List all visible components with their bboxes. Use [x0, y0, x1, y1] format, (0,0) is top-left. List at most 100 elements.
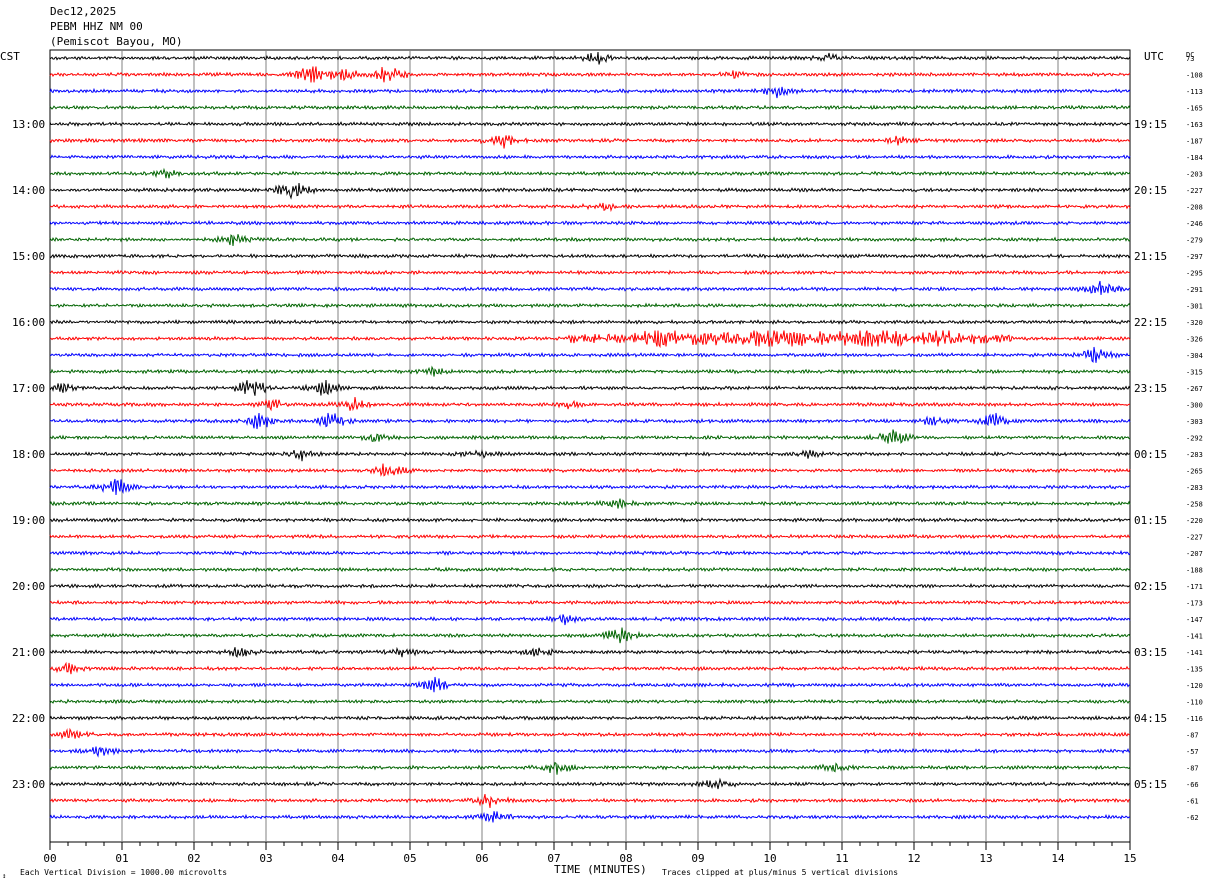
trace-30 [49, 533, 1131, 540]
trace-3 [49, 86, 1131, 99]
dc-offset-label: -227 [1186, 187, 1203, 195]
dc-offset-label: -203 [1186, 171, 1203, 179]
dc-offset-label: -171 [1186, 583, 1203, 591]
right-hour-label: 23:15 [1134, 382, 1167, 395]
dc-offset-label: -297 [1186, 253, 1203, 261]
dc-offset-label: -187 [1186, 138, 1203, 146]
dc-offset-label: -110 [1186, 699, 1203, 707]
trace-43 [49, 746, 1131, 758]
x-tick-label: 02 [187, 852, 200, 865]
x-tick-label: 01 [115, 852, 128, 865]
dc-label: DC [1186, 51, 1194, 59]
trace-32 [49, 566, 1131, 573]
dc-offset-label: -300 [1186, 402, 1203, 410]
left-hour-label: 14:00 [12, 184, 45, 197]
x-tick-label: 09 [691, 852, 704, 865]
dc-offset-label: -108 [1186, 72, 1203, 80]
x-tick-label: 03 [259, 852, 272, 865]
x-tick-label: 13 [979, 852, 992, 865]
trace-16 [49, 302, 1131, 309]
trace-28 [49, 498, 1131, 510]
x-axis: 00 01 02 03 04 05 06 07 08 09 10 11 12 13 14 15 [43, 842, 1137, 865]
left-hour-label: 13:00 [12, 118, 45, 131]
trace-4 [49, 104, 1131, 111]
trace-2 [49, 66, 1131, 83]
dc-offset-label: -120 [1186, 682, 1203, 690]
x-axis-label: TIME (MINUTES) [554, 863, 647, 876]
trace-42 [49, 727, 1131, 740]
dc-offset-label: -135 [1186, 666, 1203, 674]
header-date: Dec12,2025 [50, 5, 116, 18]
trace-10 [49, 202, 1131, 213]
trace-5 [49, 120, 1131, 127]
dc-offset-label: -283 [1186, 451, 1203, 459]
trace-45 [49, 777, 1131, 790]
dc-offset-label: -147 [1186, 616, 1203, 624]
right-hour-label: 20:15 [1134, 184, 1167, 197]
trace-38 [49, 661, 1131, 675]
dc-offset-label: -207 [1186, 550, 1203, 558]
trace-group [49, 52, 1131, 823]
trace-19 [49, 346, 1131, 363]
trace-21 [49, 379, 1131, 396]
trace-1 [49, 52, 1131, 65]
dc-offset-label: -163 [1186, 121, 1203, 129]
trace-14 [49, 269, 1131, 276]
dc-offset-label: -283 [1186, 484, 1203, 492]
right-hour-label: 21:15 [1134, 250, 1167, 263]
right-hour-labels: 19:15 20:15 21:15 22:15 23:15 00:15 01:15 02:15… [1134, 118, 1167, 791]
left-axis-label: CST [0, 50, 20, 63]
dc-offset-label: -165 [1186, 105, 1203, 113]
x-tick-label: 12 [907, 852, 920, 865]
trace-40 [49, 698, 1131, 705]
trace-35 [49, 614, 1131, 626]
trace-15 [49, 280, 1131, 295]
left-hour-label: 20:00 [12, 580, 45, 593]
trace-44 [49, 761, 1131, 775]
trace-26 [49, 463, 1131, 477]
plot-frame [49, 49, 1131, 843]
dc-offset-label: -267 [1186, 385, 1203, 393]
dc-offset-label: -61 [1186, 798, 1199, 806]
trace-27 [49, 478, 1131, 496]
x-tick-label: 10 [763, 852, 776, 865]
trace-31 [49, 549, 1131, 557]
dc-offset-label: -291 [1186, 286, 1203, 294]
left-hour-labels: 13:00 14:00 15:00 16:00 17:00 18:00 19:00 20:00… [12, 118, 45, 791]
left-hour-label: 23:00 [12, 778, 45, 791]
left-hour-label: 18:00 [12, 448, 45, 461]
right-hour-label: 01:15 [1134, 514, 1167, 527]
trace-17 [49, 318, 1131, 325]
x-tick-label: 05 [403, 852, 416, 865]
trace-22 [49, 397, 1130, 412]
left-hour-label: 16:00 [12, 316, 45, 329]
trace-24 [49, 429, 1131, 444]
trace-6 [49, 135, 1131, 149]
dc-offset-label: -246 [1186, 220, 1203, 228]
right-hour-label: 05:15 [1134, 778, 1167, 791]
left-hour-label: 21:00 [12, 646, 45, 659]
trace-41 [49, 714, 1131, 721]
dc-offset-label: -320 [1186, 319, 1203, 327]
grid-lines [121, 50, 1059, 842]
trace-46 [50, 793, 1131, 808]
right-hour-label: 03:15 [1134, 646, 1167, 659]
dc-offset-label: -113 [1186, 88, 1203, 96]
dc-offset-label: 73 [1186, 55, 1194, 63]
trace-12 [49, 234, 1131, 246]
dc-offset-label: -188 [1186, 567, 1203, 575]
dc-offset-label: -295 [1186, 270, 1203, 278]
trace-36 [49, 627, 1131, 644]
dc-offset-label: -116 [1186, 715, 1203, 723]
dc-offset-label: -141 [1186, 633, 1203, 641]
header-station: PEBM HHZ NM 00 [50, 20, 143, 33]
trace-23 [49, 412, 1131, 430]
note-clipping: Traces clipped at plus/minus 5 vertical … [662, 868, 898, 877]
corner-mark: ↕ [2, 872, 6, 880]
x-tick-label: 04 [331, 852, 345, 865]
dc-offset-label: -303 [1186, 418, 1203, 426]
dc-offset-labels: 73 -108 -113 -165 -163 -187 -184 -203 -227 -208 -2… [1186, 55, 1203, 822]
x-tick-label: 08 [619, 852, 632, 865]
x-tick-label: 07 [547, 852, 560, 865]
